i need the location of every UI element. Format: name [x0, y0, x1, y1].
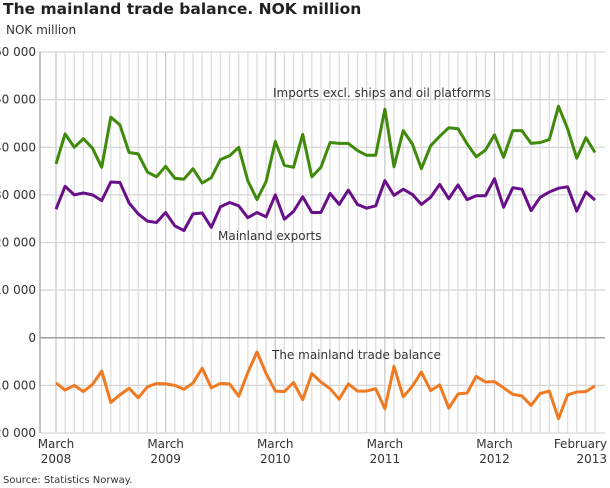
y-tick-label: -10 000 [0, 378, 36, 392]
imports-series-label: Imports excl. ships and oil platforms [273, 86, 491, 100]
y-tick-label: 40 000 [0, 140, 36, 154]
y-tick-label: 10 000 [0, 283, 36, 297]
x-tick-month: March [147, 437, 184, 451]
y-tick-label: 60 000 [0, 45, 36, 59]
exports-series-label: Mainland exports [218, 229, 322, 243]
x-tick-month: March [38, 437, 75, 451]
y-tick-label: 0 [28, 331, 36, 345]
y-tick-label: 30 000 [0, 188, 36, 202]
imports-line [54, 104, 597, 202]
x-tick-year: 2010 [260, 452, 291, 466]
y-axis-label: NOK million [6, 23, 77, 37]
x-tick-month: March [367, 437, 404, 451]
x-tick-year: 2013 [576, 452, 607, 466]
balance-line [55, 350, 596, 421]
y-tick-label: 20 000 [0, 236, 36, 250]
x-tick-year: 2011 [370, 452, 401, 466]
y-tick-label: 50 000 [0, 93, 36, 107]
balance-series-label: The mainland trade balance [271, 348, 441, 362]
x-tick-year: 2008 [41, 452, 72, 466]
x-tick-month: March [257, 437, 294, 451]
y-tick-label: -20 000 [0, 426, 36, 440]
exports-line [54, 177, 596, 233]
x-tick-month: February [554, 437, 607, 451]
source-note: Source: Statistics Norway. [3, 475, 133, 486]
x-tick-month: March [476, 437, 513, 451]
x-tick-year: 2012 [479, 452, 510, 466]
x-tick-year: 2009 [150, 452, 181, 466]
chart-title: The mainland trade balance. NOK million [3, 0, 362, 18]
